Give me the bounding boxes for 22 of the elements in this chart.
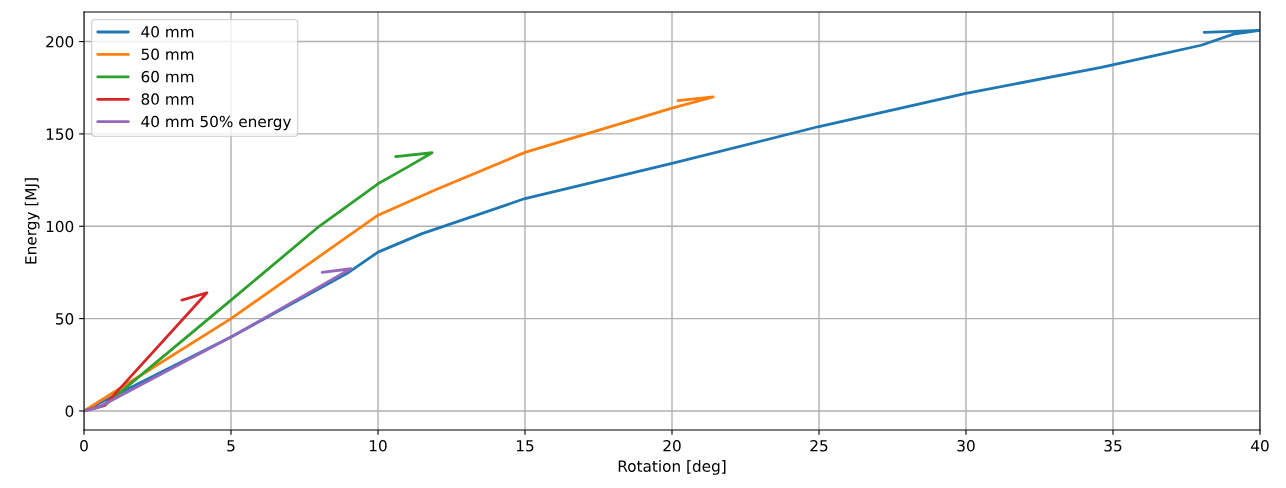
line-series	[84, 267, 353, 413]
legend-label: 60 mm	[141, 70, 194, 83]
y-axis-title: Energy [MJ]	[24, 178, 40, 264]
x-axis-title: Rotation [deg]	[618, 460, 726, 475]
x-tick-label: 15	[516, 440, 534, 452]
x-tick-label: 30	[957, 439, 975, 452]
x-tick-label: 25	[810, 439, 828, 452]
legend-label: 40 mm	[141, 26, 194, 38]
x-tick-label: 5	[227, 440, 235, 452]
y-tick-label: 200	[46, 36, 74, 48]
x-tick-label: 35	[1104, 439, 1122, 452]
x-tick-label: 40	[1251, 439, 1269, 452]
y-tick-label: 150	[46, 128, 74, 140]
x-tick-label: 10	[369, 439, 387, 452]
y-tick-label: 50	[56, 313, 74, 325]
legend-label: 40 mm 50% energy	[141, 115, 292, 131]
y-tick-label: 0	[65, 405, 74, 417]
x-tick-label: 20	[663, 439, 681, 452]
y-tick-label: 100	[46, 220, 74, 233]
legend-label: 50 mm	[141, 48, 194, 60]
legend-label: 80 mm	[141, 93, 194, 105]
x-tick-label: 0	[80, 439, 88, 452]
